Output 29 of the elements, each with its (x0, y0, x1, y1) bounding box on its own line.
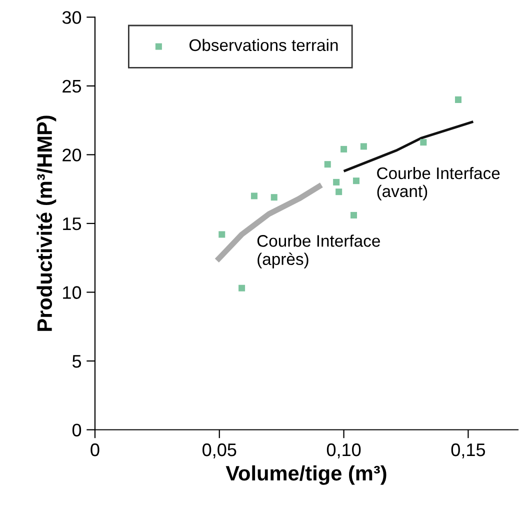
point (218, 231, 226, 238)
point (336, 188, 342, 196)
y-tick-label: 10 (63, 286, 82, 299)
point (270, 194, 278, 201)
point (324, 161, 331, 168)
point (250, 192, 258, 200)
annotation: Courbe Interface (avant) (377, 166, 500, 200)
x-tick-label: 0,05 (202, 443, 236, 458)
point (420, 139, 427, 146)
point (238, 284, 246, 292)
y-tick-label: 0 (72, 424, 82, 436)
x-axis-title: Volume/tige (m³) (226, 465, 386, 485)
point (333, 178, 340, 186)
y-tick-label: 20 (62, 148, 82, 162)
y-tick-label: 30 (62, 11, 82, 24)
point (454, 96, 462, 103)
y-tick-label: 5 (72, 355, 82, 368)
point (350, 212, 357, 218)
point (360, 143, 367, 150)
y-tick-label: 25 (62, 80, 82, 93)
x-tick-label: 0,15 (451, 443, 486, 458)
legend-label: Observations terrain (189, 38, 338, 52)
y-tick-label: 15 (63, 218, 82, 230)
annotation: Courbe Interface (après) (257, 234, 380, 268)
y-axis-title: Productivité (m³/HMP) (36, 116, 56, 331)
point (340, 146, 348, 152)
point (352, 178, 360, 184)
x-tick-label: 0,10 (326, 443, 361, 458)
x-tick-label: 0 (90, 443, 100, 456)
